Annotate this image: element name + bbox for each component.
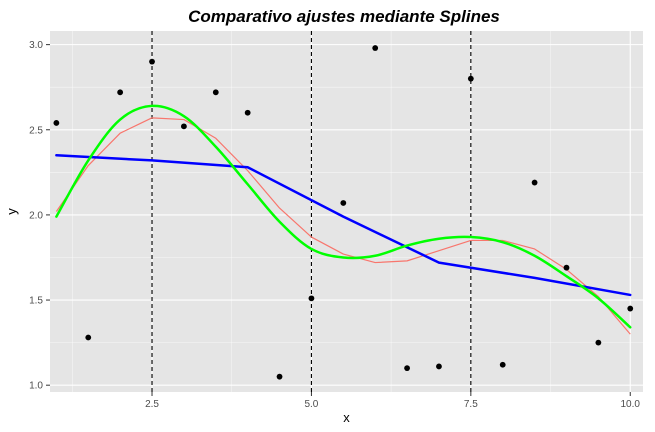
- data-point: [436, 363, 442, 370]
- major-gridlines: [50, 31, 643, 392]
- data-point: [499, 361, 506, 368]
- spline-series: [55, 104, 632, 335]
- data-point: [595, 339, 602, 346]
- data-points: [53, 45, 634, 380]
- x-axis-ticks: 2.5 5.0 7.5 10.0: [145, 392, 640, 410]
- data-point: [404, 365, 410, 372]
- data-point: [149, 58, 155, 65]
- x-tick-label: 5.0: [304, 399, 318, 410]
- data-point: [372, 45, 379, 51]
- y-axis-title: y: [4, 208, 19, 215]
- x-tick-label: 7.5: [464, 399, 478, 410]
- data-point: [531, 179, 538, 186]
- data-point: [85, 334, 92, 341]
- series-line-blue: [55, 154, 632, 297]
- x-tick-label: 10.0: [621, 399, 641, 410]
- series-line-salmon: [55, 117, 631, 335]
- data-point: [244, 109, 251, 116]
- data-point: [467, 75, 474, 82]
- y-tick-label: 2.5: [29, 125, 43, 136]
- y-tick-label: 2.0: [29, 210, 43, 221]
- y-tick-label: 1.5: [29, 296, 43, 307]
- data-point: [340, 200, 347, 206]
- x-tick-label: 2.5: [145, 399, 159, 410]
- data-point: [627, 305, 634, 312]
- data-point: [308, 295, 315, 302]
- data-point: [53, 120, 60, 126]
- chart-title: Comparativo ajustes mediante Splines: [188, 7, 500, 26]
- y-axis-ticks: 1.0 1.5 2.0 2.5 3.0: [29, 40, 50, 392]
- data-point: [181, 123, 187, 130]
- y-tick-label: 1.0: [29, 381, 43, 392]
- x-axis-title: x: [343, 410, 350, 425]
- data-point: [117, 89, 124, 96]
- plot-panel: [50, 31, 643, 392]
- data-point: [276, 373, 283, 380]
- y-tick-label: 3.0: [29, 40, 43, 51]
- series-line-green: [55, 104, 632, 329]
- data-point: [212, 89, 219, 96]
- data-point: [563, 264, 570, 271]
